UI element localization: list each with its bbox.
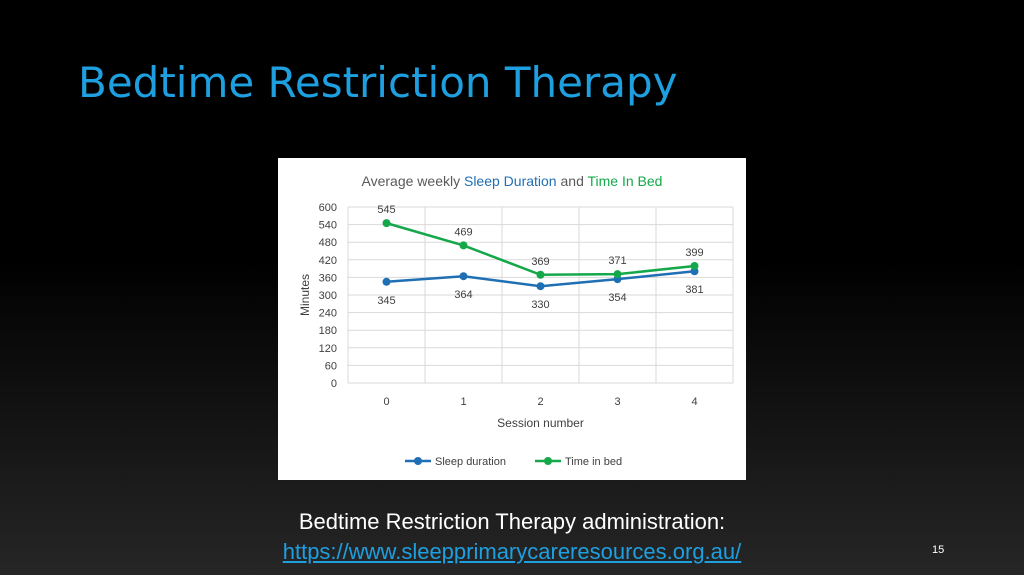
data-point xyxy=(536,282,545,291)
page-number: 15 xyxy=(932,544,945,556)
data-label: 371 xyxy=(608,255,626,267)
chart-title: Average weekly Sleep Duration and Time I… xyxy=(362,173,663,189)
y-tick-label: 120 xyxy=(319,343,337,355)
data-label: 399 xyxy=(685,247,703,259)
y-tick-label: 240 xyxy=(319,308,337,320)
data-label: 381 xyxy=(685,284,703,296)
x-tick-label: 4 xyxy=(691,396,697,408)
y-axis-title: Minutes xyxy=(298,274,312,316)
data-label: 545 xyxy=(377,204,395,216)
chart-title-part: Time In Bed xyxy=(588,173,663,189)
caption: Bedtime Restriction Therapy administrati… xyxy=(0,507,1024,567)
data-point xyxy=(459,272,468,281)
chart-title-part: Sleep Duration xyxy=(464,173,557,189)
data-label: 354 xyxy=(608,292,626,304)
y-tick-label: 540 xyxy=(319,220,337,232)
data-point xyxy=(690,261,699,270)
data-label: 369 xyxy=(531,256,549,268)
chart-title-part: Average weekly xyxy=(362,173,464,189)
data-label: 364 xyxy=(454,289,472,301)
y-tick-label: 420 xyxy=(319,255,337,267)
data-point xyxy=(382,277,391,286)
legend-marker xyxy=(414,457,422,465)
chart-title-part: and xyxy=(557,173,588,189)
y-tick-label: 300 xyxy=(319,290,337,302)
data-label: 469 xyxy=(454,226,472,238)
x-tick-label: 3 xyxy=(614,396,620,408)
data-point xyxy=(613,270,622,279)
y-tick-label: 360 xyxy=(319,272,337,284)
data-point xyxy=(382,219,391,228)
line-chart: Average weekly Sleep Duration and Time I… xyxy=(298,173,734,468)
data-point xyxy=(459,241,468,250)
data-label: 345 xyxy=(377,295,395,307)
y-tick-label: 60 xyxy=(325,360,337,372)
slide-title: Bedtime Restriction Therapy xyxy=(78,58,678,107)
y-tick-label: 180 xyxy=(319,325,337,337)
x-tick-label: 2 xyxy=(537,396,543,408)
x-tick-label: 1 xyxy=(460,396,466,408)
y-tick-label: 600 xyxy=(319,202,337,214)
legend-marker xyxy=(544,457,552,465)
y-tick-label: 0 xyxy=(331,378,337,390)
y-tick-label: 480 xyxy=(319,237,337,249)
caption-text: Bedtime Restriction Therapy administrati… xyxy=(298,509,726,534)
legend-label: Time in bed xyxy=(565,456,622,468)
data-point xyxy=(536,270,545,279)
resource-link[interactable]: https://www.sleepprimarycareresources.or… xyxy=(282,539,742,564)
x-tick-label: 0 xyxy=(383,396,389,408)
legend-label: Sleep duration xyxy=(435,456,506,468)
chart-panel: Average weekly Sleep Duration and Time I… xyxy=(278,158,746,480)
x-axis-title: Session number xyxy=(497,416,584,430)
data-label: 330 xyxy=(531,299,549,311)
